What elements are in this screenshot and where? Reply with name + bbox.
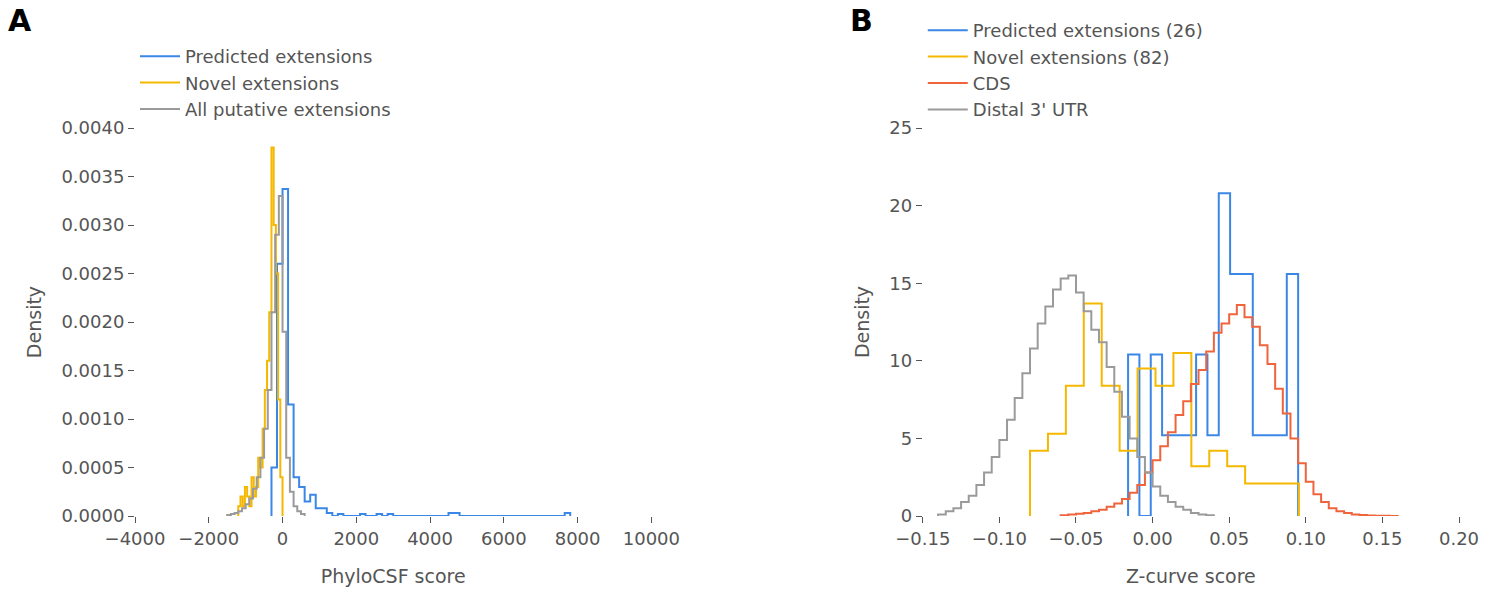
svg-text:−2000: −2000 xyxy=(178,528,239,549)
svg-text:0.0020: 0.0020 xyxy=(61,311,124,332)
svg-text:0.0015: 0.0015 xyxy=(61,360,124,381)
svg-text:Z-curve score: Z-curve score xyxy=(1126,565,1256,587)
svg-text:5: 5 xyxy=(901,428,912,449)
svg-text:−0.10: −0.10 xyxy=(972,528,1027,549)
svg-text:0.10: 0.10 xyxy=(1286,528,1326,549)
svg-text:0.0010: 0.0010 xyxy=(61,408,124,429)
svg-text:Predicted extensions (26): Predicted extensions (26) xyxy=(973,20,1203,41)
svg-text:10000: 10000 xyxy=(623,528,680,549)
svg-text:0.0005: 0.0005 xyxy=(61,457,124,478)
svg-text:15: 15 xyxy=(889,273,912,294)
svg-text:0.0035: 0.0035 xyxy=(61,166,124,187)
svg-text:Density: Density xyxy=(851,286,873,358)
svg-text:Distal 3' UTR: Distal 3' UTR xyxy=(973,99,1089,120)
svg-text:0: 0 xyxy=(277,528,288,549)
svg-text:2000: 2000 xyxy=(333,528,379,549)
svg-text:0.05: 0.05 xyxy=(1209,528,1249,549)
svg-text:8000: 8000 xyxy=(555,528,601,549)
svg-text:10: 10 xyxy=(889,350,912,371)
svg-text:−4000: −4000 xyxy=(105,528,166,549)
svg-text:0.0030: 0.0030 xyxy=(61,214,124,235)
svg-text:6000: 6000 xyxy=(481,528,527,549)
svg-text:0.0000: 0.0000 xyxy=(61,505,124,526)
svg-text:All putative extensions: All putative extensions xyxy=(185,99,391,120)
svg-text:Density: Density xyxy=(23,286,45,358)
svg-text:Novel extensions (82): Novel extensions (82) xyxy=(973,47,1170,68)
svg-text:−0.05: −0.05 xyxy=(1048,528,1103,549)
svg-text:0.00: 0.00 xyxy=(1133,528,1173,549)
svg-text:0.0040: 0.0040 xyxy=(61,117,124,138)
svg-text:Predicted extensions: Predicted extensions xyxy=(185,46,372,67)
svg-text:0: 0 xyxy=(901,505,912,526)
svg-text:25: 25 xyxy=(889,117,912,138)
svg-text:0.20: 0.20 xyxy=(1439,528,1479,549)
svg-text:B: B xyxy=(850,3,873,38)
svg-text:CDS: CDS xyxy=(973,73,1011,94)
svg-text:PhyloCSF score: PhyloCSF score xyxy=(321,565,466,587)
svg-text:20: 20 xyxy=(889,195,912,216)
svg-text:A: A xyxy=(8,3,32,38)
svg-text:0.15: 0.15 xyxy=(1362,528,1402,549)
svg-text:−0.15: −0.15 xyxy=(895,528,950,549)
svg-text:0.0025: 0.0025 xyxy=(61,263,124,284)
svg-text:4000: 4000 xyxy=(407,528,453,549)
svg-text:Novel extensions: Novel extensions xyxy=(185,73,339,94)
